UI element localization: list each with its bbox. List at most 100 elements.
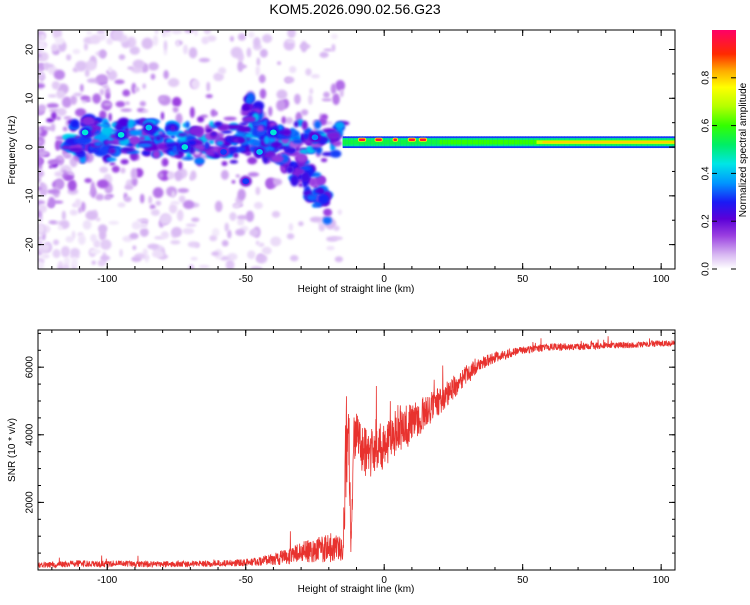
colorbar-tick-label: 0.0: [701, 262, 712, 276]
heatmap-cell: [293, 120, 299, 128]
heatmap-cell: [38, 83, 46, 89]
heatmap-cell: [127, 119, 135, 129]
heatmap-cell: [163, 49, 168, 56]
heatmap-cell: [189, 126, 203, 136]
carrier-band-segment: [350, 139, 355, 145]
heatmap-cell: [220, 169, 229, 180]
heatmap-cell: [194, 242, 200, 248]
heatmap-cell: [149, 204, 156, 210]
carrier-band-segment: [428, 139, 432, 145]
heatmap-cell: [39, 189, 47, 196]
heatmap-cell: [332, 140, 342, 147]
heatmap-cell: [216, 141, 224, 146]
heatmap-cell: [229, 212, 237, 221]
heatmap-cell: [38, 151, 50, 156]
heatmap-cell: [281, 116, 287, 125]
heatmap-cell: [189, 106, 195, 118]
heatmap-cell: [258, 242, 265, 247]
snr-y-tick-label: 2000: [25, 491, 36, 514]
heatmap-cell: [245, 97, 251, 105]
heatmap-cell: [40, 243, 50, 250]
heatmap-cell: [81, 129, 89, 136]
heatmap-cell: [38, 223, 45, 234]
heatmap-cell: [225, 124, 240, 130]
heatmap-cell: [306, 194, 318, 201]
heatmap-cell: [308, 177, 318, 187]
heatmap-cell: [214, 121, 223, 127]
snr-y-label: SNR (10 * v/v): [7, 418, 18, 482]
heatmap-cell: [43, 254, 50, 258]
heatmap-cell: [249, 228, 259, 237]
carrier-band-segment: [525, 139, 529, 145]
heatmap-cell: [51, 200, 64, 204]
heatmap-cell: [220, 149, 227, 155]
heatmap-cell: [225, 259, 235, 269]
carrier-band-segment: [422, 139, 427, 145]
heatmap-cell: [175, 113, 183, 125]
heatmap-cell: [69, 148, 83, 152]
heatmap-cell: [99, 88, 105, 96]
heatmap-cell: [167, 78, 180, 88]
heatmap-cell: [152, 187, 164, 199]
heatmap-cell: [320, 157, 328, 163]
heatmap-cell: [185, 121, 190, 129]
heatmap-cell: [219, 256, 230, 261]
carrier-band-segment: [500, 139, 504, 145]
heatmap-cell: [289, 255, 299, 262]
heatmap-cell: [38, 57, 43, 61]
heatmap-cell: [38, 175, 41, 184]
heatmap-cell: [148, 62, 159, 71]
colorbar-ticks: 0.0 0.2 0.4 0.6 0.8: [701, 70, 736, 276]
carrier-band-segment: [381, 139, 385, 145]
carrier-band-segment: [456, 139, 460, 145]
heatmap-cell: [147, 243, 159, 250]
heatmap-cell: [92, 93, 102, 104]
heatmap-cell: [54, 171, 64, 177]
snr-y-tick-label: 4000: [25, 423, 36, 446]
heatmap-cell: [298, 221, 304, 227]
heatmap-cell: [277, 61, 281, 65]
heatmap-cell: [46, 103, 59, 109]
carrier-band-segment: [483, 139, 488, 145]
heatmap-cell: [171, 226, 183, 238]
heatmap-cell: [106, 137, 113, 142]
heatmap-cell: [245, 151, 252, 156]
heatmap-cell: [289, 66, 297, 73]
heatmap-cell: [170, 200, 181, 205]
carrier-band-segment: [392, 139, 396, 145]
heatmap-cell: [172, 145, 178, 154]
heatmap-cell: [203, 30, 212, 35]
heatmap-cell: [253, 140, 261, 144]
heatmap-cell: [49, 108, 60, 113]
carrier-band-segment: [362, 139, 366, 145]
heatmap-cell: [132, 245, 137, 251]
heatmap-cell: [90, 181, 96, 193]
heatmap-cell: [270, 236, 282, 247]
heatmap-cell: [182, 200, 195, 210]
carrier-band-segment: [370, 139, 374, 145]
heatmap-cell: [309, 87, 314, 95]
heatmap-cell: [42, 126, 54, 131]
heatmap-cell: [50, 111, 57, 120]
heatmap-cell: [188, 264, 195, 269]
heatmap-cell: [83, 42, 89, 51]
heatmap-cell: [105, 92, 110, 100]
heatmap-cell: [270, 141, 283, 148]
heatmap-cell: [52, 30, 63, 40]
heatmap-cell: [148, 195, 153, 204]
heatmap-cell: [61, 210, 66, 221]
carrier-peak-low-core: [419, 138, 427, 141]
heatmap-cell: [177, 133, 187, 137]
heatmap-cell: [139, 101, 146, 107]
heatmap-cell: [188, 47, 198, 59]
carrier-band-segment: [475, 139, 479, 145]
heatmap-cell: [67, 171, 74, 176]
carrier-band-segment: [503, 139, 507, 145]
carrier-band-segment: [517, 139, 521, 145]
heatmap-cell: [229, 159, 238, 164]
heatmap-cell: [150, 73, 156, 80]
snr-frame: [37, 329, 676, 571]
heatmap-cell: [237, 126, 252, 133]
heatmap-cell: [289, 127, 296, 136]
